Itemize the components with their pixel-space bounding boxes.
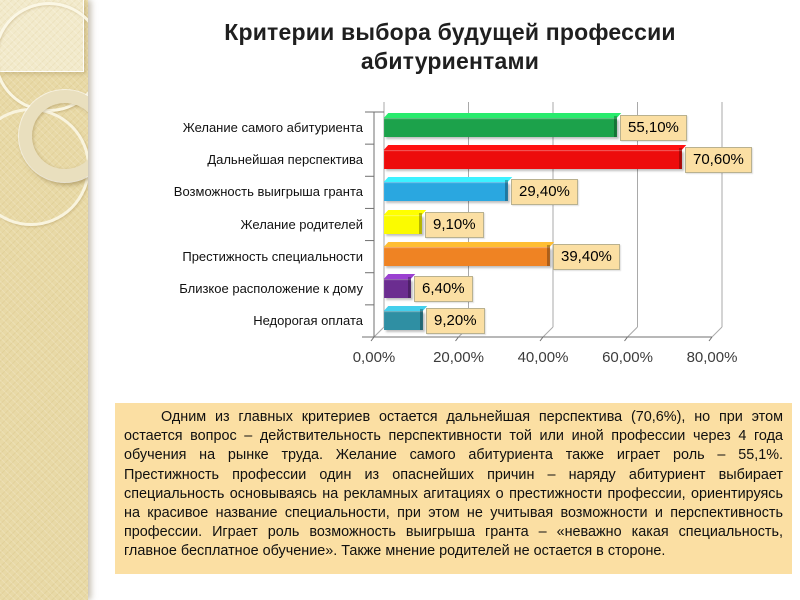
x-axis-tick-label: 60,00% [602, 349, 653, 366]
x-axis-tick-label: 0,00% [352, 349, 396, 366]
chart-bar [384, 244, 550, 266]
category-label: Близкое расположение к дому [179, 280, 363, 296]
commentary-text: Одним из главных критериев остается даль… [115, 403, 792, 574]
chart-bar [384, 116, 617, 138]
chart-bar [384, 148, 682, 170]
bar-value-label: 9,10% [425, 211, 484, 238]
bar-value-label: 39,40% [553, 243, 620, 270]
bar-value-label: 55,10% [620, 115, 687, 142]
sidebar-decoration [0, 0, 88, 600]
x-axis-tick-label: 40,00% [517, 349, 569, 366]
bar-value-label: 9,20% [426, 307, 485, 334]
chart-bar [384, 212, 422, 234]
category-label: Престижность специальности [182, 248, 363, 264]
category-label: Недорогая оплата [253, 312, 363, 328]
category-label: Возможность выигрыша гранта [173, 184, 363, 200]
bar-value-label: 6,40% [414, 275, 473, 302]
x-axis-tick-label: 80,00% [686, 349, 738, 366]
slide-title: Критерии выбора будущей профессии абитур… [224, 19, 676, 74]
chart-bar [384, 276, 411, 298]
category-label: Желание родителей [240, 216, 363, 232]
chart-bar [384, 308, 423, 330]
category-label: Желание самого абитуриента [182, 120, 363, 136]
x-axis-tick-label: 20,00% [433, 349, 484, 366]
chart-bar [384, 180, 508, 202]
bar-value-label: 70,60% [685, 147, 752, 174]
bar-value-label: 29,40% [511, 179, 578, 206]
category-label: Дальнейшая перспектива [207, 152, 363, 168]
